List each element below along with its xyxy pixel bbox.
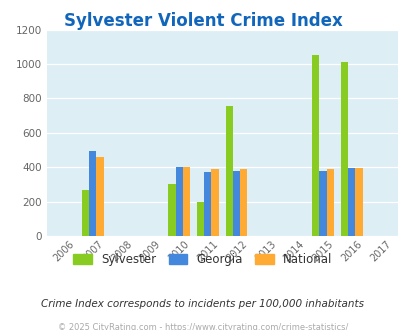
Bar — [89, 151, 96, 236]
Bar — [232, 172, 240, 236]
Bar — [175, 167, 182, 236]
Bar — [182, 167, 190, 236]
Bar — [354, 168, 362, 236]
Bar — [168, 183, 175, 236]
Bar — [240, 169, 247, 236]
Bar — [82, 189, 89, 236]
Bar — [311, 55, 319, 236]
Bar — [204, 172, 211, 236]
Bar — [225, 106, 232, 236]
Bar — [196, 202, 204, 236]
Bar — [347, 168, 354, 236]
Bar — [340, 62, 347, 236]
Bar — [326, 169, 333, 236]
Bar — [211, 169, 218, 236]
Text: Sylvester Violent Crime Index: Sylvester Violent Crime Index — [64, 12, 341, 30]
Text: Crime Index corresponds to incidents per 100,000 inhabitants: Crime Index corresponds to incidents per… — [41, 299, 364, 309]
Text: © 2025 CityRating.com - https://www.cityrating.com/crime-statistics/: © 2025 CityRating.com - https://www.city… — [58, 323, 347, 330]
Bar — [96, 157, 103, 236]
Bar — [319, 172, 326, 236]
Legend: Sylvester, Georgia, National: Sylvester, Georgia, National — [73, 253, 332, 266]
